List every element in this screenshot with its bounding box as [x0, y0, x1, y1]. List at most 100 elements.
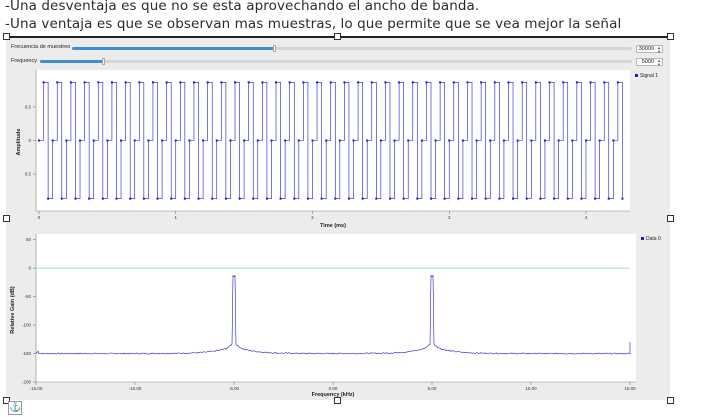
freq-x-tick-label: 15.00: [624, 386, 636, 391]
spin-arrows-icon[interactable]: ▲ ▼: [657, 58, 661, 67]
frequency-spinbox[interactable]: 5000 ▲ ▼: [636, 58, 663, 66]
legend-data-0[interactable]: Data 0: [641, 236, 661, 242]
signal-1-sample-point: [407, 139, 410, 142]
signal-1-sample-point: [475, 139, 478, 142]
signal-1-sample-point: [74, 197, 77, 200]
anchor-icon[interactable]: ⚓: [8, 401, 22, 415]
signal-1-sample-point: [325, 139, 328, 142]
freq-plot-canvas: [36, 234, 636, 382]
resize-handle-top-right[interactable]: [667, 33, 674, 40]
legend-swatch: [641, 237, 644, 241]
resize-handle-bottom-right[interactable]: [667, 397, 674, 404]
signal-1-sample-point: [234, 81, 236, 84]
frequency-slider-fill: [40, 60, 104, 63]
legend-signal-1[interactable]: Signal 1: [635, 73, 658, 79]
sample-rate-slider[interactable]: [72, 45, 632, 52]
signal-1-sample-point: [357, 81, 360, 84]
signal-1-sample-point: [238, 197, 241, 200]
freq-x-tick-label: 0.00: [329, 386, 338, 391]
resize-handle-middle-left[interactable]: [3, 215, 10, 222]
signal-1-sample-point: [47, 197, 50, 200]
freq-x-tick-label: -5.00: [229, 386, 240, 391]
sample-rate-slider-handle[interactable]: [272, 45, 276, 52]
signal-1-sample-point: [115, 197, 118, 200]
spin-arrows-icon[interactable]: ▲ ▼: [657, 45, 661, 54]
signal-1-sample-point: [616, 81, 619, 84]
signal-1-sample-point: [548, 81, 551, 84]
signal-1-sample-point: [151, 81, 154, 84]
signal-1-sample-point: [416, 197, 419, 200]
signal-1-sample-point: [525, 197, 528, 200]
signal-1-sample-point: [334, 197, 337, 200]
signal-1-sample-point: [480, 81, 483, 84]
signal-1-sample-point: [448, 139, 451, 142]
resize-handle-bottom-left[interactable]: [3, 397, 10, 404]
signal-1-sample-point: [220, 81, 223, 84]
signal-1-sample-point: [197, 197, 200, 200]
signal-1-sample-point: [106, 139, 109, 142]
signal-1-sample-point: [275, 81, 278, 84]
signal-1-sample-point: [224, 197, 227, 200]
sample-rate-label: Frecuencia de muestreo: [11, 44, 71, 50]
signal-1-sample-point: [484, 197, 487, 200]
signal-1-sample-point: [430, 197, 432, 200]
signal-1-sample-point: [388, 197, 391, 200]
signal-1-sample-point: [411, 81, 414, 84]
legend-label: Signal 1: [640, 73, 659, 79]
signal-1-sample-point: [584, 139, 587, 142]
time-plot-xlabel: Time (ms): [320, 223, 346, 229]
resize-handle-bottom-center[interactable]: [334, 397, 341, 404]
signal-1-sample-point: [347, 197, 350, 200]
signal-1-sample-point: [338, 139, 341, 142]
signal-1-sample-point: [530, 139, 533, 142]
signal-1-sample-point: [562, 81, 565, 84]
freq-x-tick-label: -10.00: [129, 386, 142, 391]
signal-1-sample-point: [306, 197, 309, 200]
signal-1-sample-point: [457, 197, 460, 200]
time-x-tick-label: 2: [311, 215, 314, 220]
time-x-tick-label: 1: [174, 215, 177, 220]
signal-1-sample-point: [252, 197, 255, 200]
data-0-trace: [35, 274, 631, 355]
resize-handle-top-left[interactable]: [3, 33, 10, 40]
signal-1-sample-point: [471, 197, 474, 200]
signal-1-sample-point: [571, 139, 574, 142]
frequency-slider-handle[interactable]: [102, 58, 106, 65]
signal-1-sample-point: [174, 139, 177, 142]
signal-1-sample-point: [553, 197, 556, 200]
signal-1-sample-point: [156, 197, 159, 200]
freq-y-tick-label: -100: [22, 323, 32, 328]
time-x-tick-label: 0: [38, 215, 41, 220]
signal-1-sample-point: [489, 139, 492, 142]
signal-1-sample-point: [69, 81, 72, 84]
signal-1-sample-point: [288, 81, 291, 84]
signal-1-sample-point: [320, 197, 323, 200]
signal-1-sample-point: [161, 139, 164, 142]
time-plot-ylabel: Amplitude: [16, 129, 22, 156]
note-disadvantage: -Una desventaja es que no se esta aprove…: [5, 0, 480, 14]
resize-handle-top-center[interactable]: [334, 33, 341, 40]
signal-1-sample-point: [580, 197, 583, 200]
freq-plot-ticks: -15.00 -10.00 -5.00 0.00 5.00 10.00 15.00 50 0 -5…: [22, 237, 636, 391]
signal-1-sample-point: [594, 197, 597, 200]
signal-1-sample-point: [343, 81, 346, 84]
freq-y-tick-label: 50: [26, 237, 32, 242]
signal-1-sample-point: [101, 197, 104, 200]
signal-1-sample-point: [398, 81, 401, 84]
frequency-slider[interactable]: [40, 58, 632, 65]
signal-1-sample-point: [120, 139, 123, 142]
signal-1-sample-point: [607, 197, 610, 200]
signal-1-sample-point: [589, 81, 592, 84]
signal-1-sample-point: [188, 139, 191, 142]
freq-y-tick-label: -50: [24, 294, 31, 299]
signal-1-sample-point: [88, 197, 91, 200]
signal-1-sample-point: [621, 197, 624, 200]
resize-handle-middle-right[interactable]: [667, 215, 674, 222]
sample-rate-spinbox[interactable]: 30000 ▲ ▼: [636, 45, 663, 53]
signal-1-sample-point: [97, 81, 100, 84]
signal-1-sample-point: [366, 139, 369, 142]
note-advantage: -Una ventaja es que se observan mas mues…: [5, 16, 622, 32]
signal-1-sample-point: [124, 81, 127, 84]
signal-1-sample-point: [165, 81, 168, 84]
